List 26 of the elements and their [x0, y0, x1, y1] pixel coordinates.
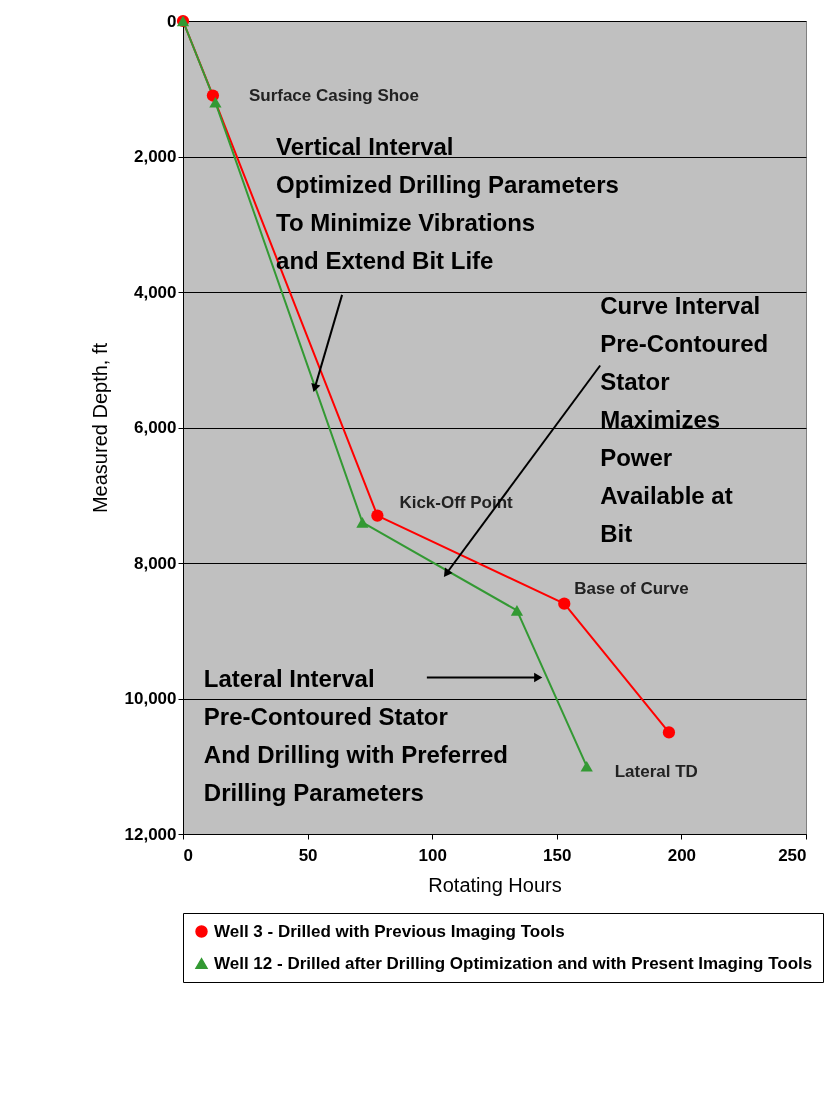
point	[510, 605, 524, 616]
annotation: Lateral TD	[614, 762, 698, 782]
annotation: Curve Interval Pre-Contoured Stator Maximizes Power Available at Bit	[600, 292, 769, 548]
x-tick-label: 0	[183, 845, 193, 865]
y-tick-label: 8,000	[133, 553, 177, 573]
x-tick-label: 50	[298, 845, 318, 865]
y-tick-label: 6,000	[133, 418, 177, 437]
y-tick-label: 0	[167, 11, 177, 31]
x-tick-label: 200	[667, 845, 697, 865]
annotation: Base of Curve	[574, 578, 689, 598]
point	[206, 89, 220, 102]
x-tick-label: 100	[418, 845, 447, 865]
y-axis-title: Measured Depth, ft	[88, 342, 111, 514]
y-tick-label: 12,000	[124, 824, 177, 844]
legend-label: Well 12 - Drilled after Drilling Optimization and with Present Imaging Tools	[214, 953, 813, 973]
y-tick-label: 2,000	[133, 147, 177, 166]
x-axis-title: Rotating Hours	[428, 873, 562, 896]
y-tick-label: 10,000	[124, 689, 177, 708]
y-tick-label: 4,000	[133, 282, 177, 302]
point	[662, 726, 676, 739]
x-tick-label: 250	[778, 845, 807, 865]
annotation: Surface Casing Shoe	[248, 85, 419, 105]
point	[558, 597, 571, 610]
x-tick-label: 150	[543, 845, 572, 865]
annotation: Lateral Interval Pre-Contoured Stator And Drilling with Preferred Drilling Parameters	[203, 665, 508, 807]
legend-label: Well 3 - Drilled with Previous Imaging Tools	[214, 921, 565, 941]
